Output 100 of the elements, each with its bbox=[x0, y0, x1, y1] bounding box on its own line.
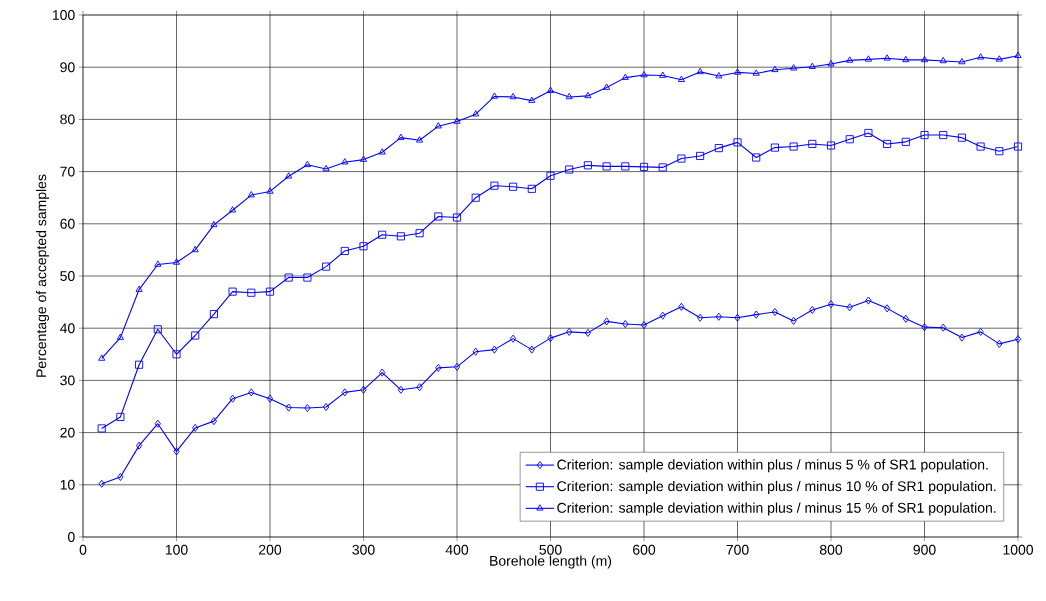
point bbox=[247, 191, 255, 198]
point bbox=[396, 232, 405, 241]
point bbox=[1014, 335, 1022, 344]
point bbox=[191, 245, 199, 253]
point bbox=[546, 171, 555, 180]
y-axis-title: Percentage of accepted samples bbox=[35, 174, 50, 377]
point bbox=[228, 287, 237, 296]
point bbox=[808, 62, 816, 69]
point bbox=[229, 394, 236, 403]
point bbox=[210, 220, 218, 228]
point bbox=[659, 311, 666, 320]
point bbox=[996, 339, 1003, 348]
y-tick-label: 80 bbox=[60, 114, 75, 125]
point bbox=[752, 69, 760, 76]
point bbox=[360, 385, 367, 394]
point bbox=[153, 325, 162, 334]
y-tick-label: 30 bbox=[60, 375, 75, 386]
point bbox=[340, 246, 349, 255]
point bbox=[752, 153, 761, 162]
point bbox=[865, 296, 872, 305]
x-tick-label: 200 bbox=[259, 544, 282, 555]
point bbox=[678, 302, 685, 311]
point bbox=[471, 193, 480, 202]
y-tick-label: 20 bbox=[60, 427, 75, 438]
point bbox=[846, 56, 854, 63]
y-tick-label: 10 bbox=[60, 479, 75, 490]
point bbox=[715, 312, 722, 321]
point bbox=[285, 403, 292, 412]
point bbox=[547, 334, 554, 343]
point bbox=[172, 258, 181, 265]
point bbox=[734, 313, 741, 322]
point bbox=[135, 441, 143, 450]
point bbox=[285, 172, 293, 179]
point bbox=[434, 212, 443, 221]
point bbox=[640, 70, 648, 78]
point bbox=[771, 65, 779, 73]
point bbox=[921, 323, 928, 332]
point bbox=[472, 110, 480, 117]
point bbox=[995, 147, 1004, 156]
point bbox=[379, 368, 386, 377]
x-tick-label: 400 bbox=[445, 544, 469, 555]
point bbox=[528, 345, 535, 354]
point bbox=[677, 154, 686, 163]
point bbox=[359, 155, 368, 162]
point bbox=[98, 479, 105, 488]
point bbox=[677, 75, 685, 82]
point bbox=[322, 164, 330, 172]
x-tick-label: 600 bbox=[633, 544, 656, 555]
point bbox=[621, 162, 630, 171]
legend-label: Criterion: sample deviation within plus / minus 15 % of SR1 population. bbox=[557, 502, 996, 516]
legend-label: Criterion: sample deviation within plus / minus 10 % of SR1 population. bbox=[557, 480, 996, 494]
point bbox=[303, 273, 312, 282]
point bbox=[209, 310, 218, 319]
point bbox=[771, 307, 779, 317]
point bbox=[341, 158, 349, 165]
x-tick-label: 500 bbox=[539, 544, 562, 555]
point bbox=[940, 323, 947, 332]
point bbox=[229, 206, 237, 213]
point bbox=[770, 143, 779, 152]
point bbox=[247, 288, 256, 297]
point bbox=[957, 133, 966, 142]
point bbox=[659, 71, 667, 78]
point bbox=[565, 92, 573, 100]
point bbox=[995, 55, 1003, 62]
point bbox=[958, 57, 966, 65]
point bbox=[397, 385, 405, 394]
point bbox=[172, 350, 181, 359]
y-tick-label: 40 bbox=[59, 323, 75, 334]
point bbox=[378, 230, 387, 239]
point bbox=[565, 165, 574, 174]
point bbox=[883, 54, 891, 61]
point bbox=[883, 139, 892, 148]
point bbox=[192, 423, 199, 432]
point bbox=[621, 73, 629, 80]
point bbox=[265, 287, 275, 296]
point bbox=[453, 362, 461, 371]
y-tick-label: 70 bbox=[60, 166, 75, 177]
point bbox=[303, 160, 311, 168]
x-tick-label: 800 bbox=[819, 544, 843, 555]
point bbox=[584, 91, 592, 99]
point bbox=[864, 55, 872, 62]
x-tick-label: 300 bbox=[352, 544, 375, 555]
point bbox=[640, 321, 648, 330]
point bbox=[939, 131, 948, 140]
point bbox=[864, 128, 873, 137]
point bbox=[939, 56, 947, 64]
point bbox=[696, 67, 704, 75]
point bbox=[509, 182, 518, 191]
point bbox=[490, 92, 498, 99]
x-tick-label: 900 bbox=[913, 544, 936, 555]
point bbox=[845, 135, 854, 144]
point bbox=[827, 60, 835, 67]
point bbox=[658, 163, 667, 172]
point bbox=[416, 136, 424, 143]
point bbox=[920, 131, 929, 140]
point bbox=[639, 162, 649, 171]
x-tick-label: 0 bbox=[79, 544, 87, 555]
point bbox=[378, 148, 386, 155]
point bbox=[826, 141, 836, 150]
point bbox=[341, 388, 348, 397]
